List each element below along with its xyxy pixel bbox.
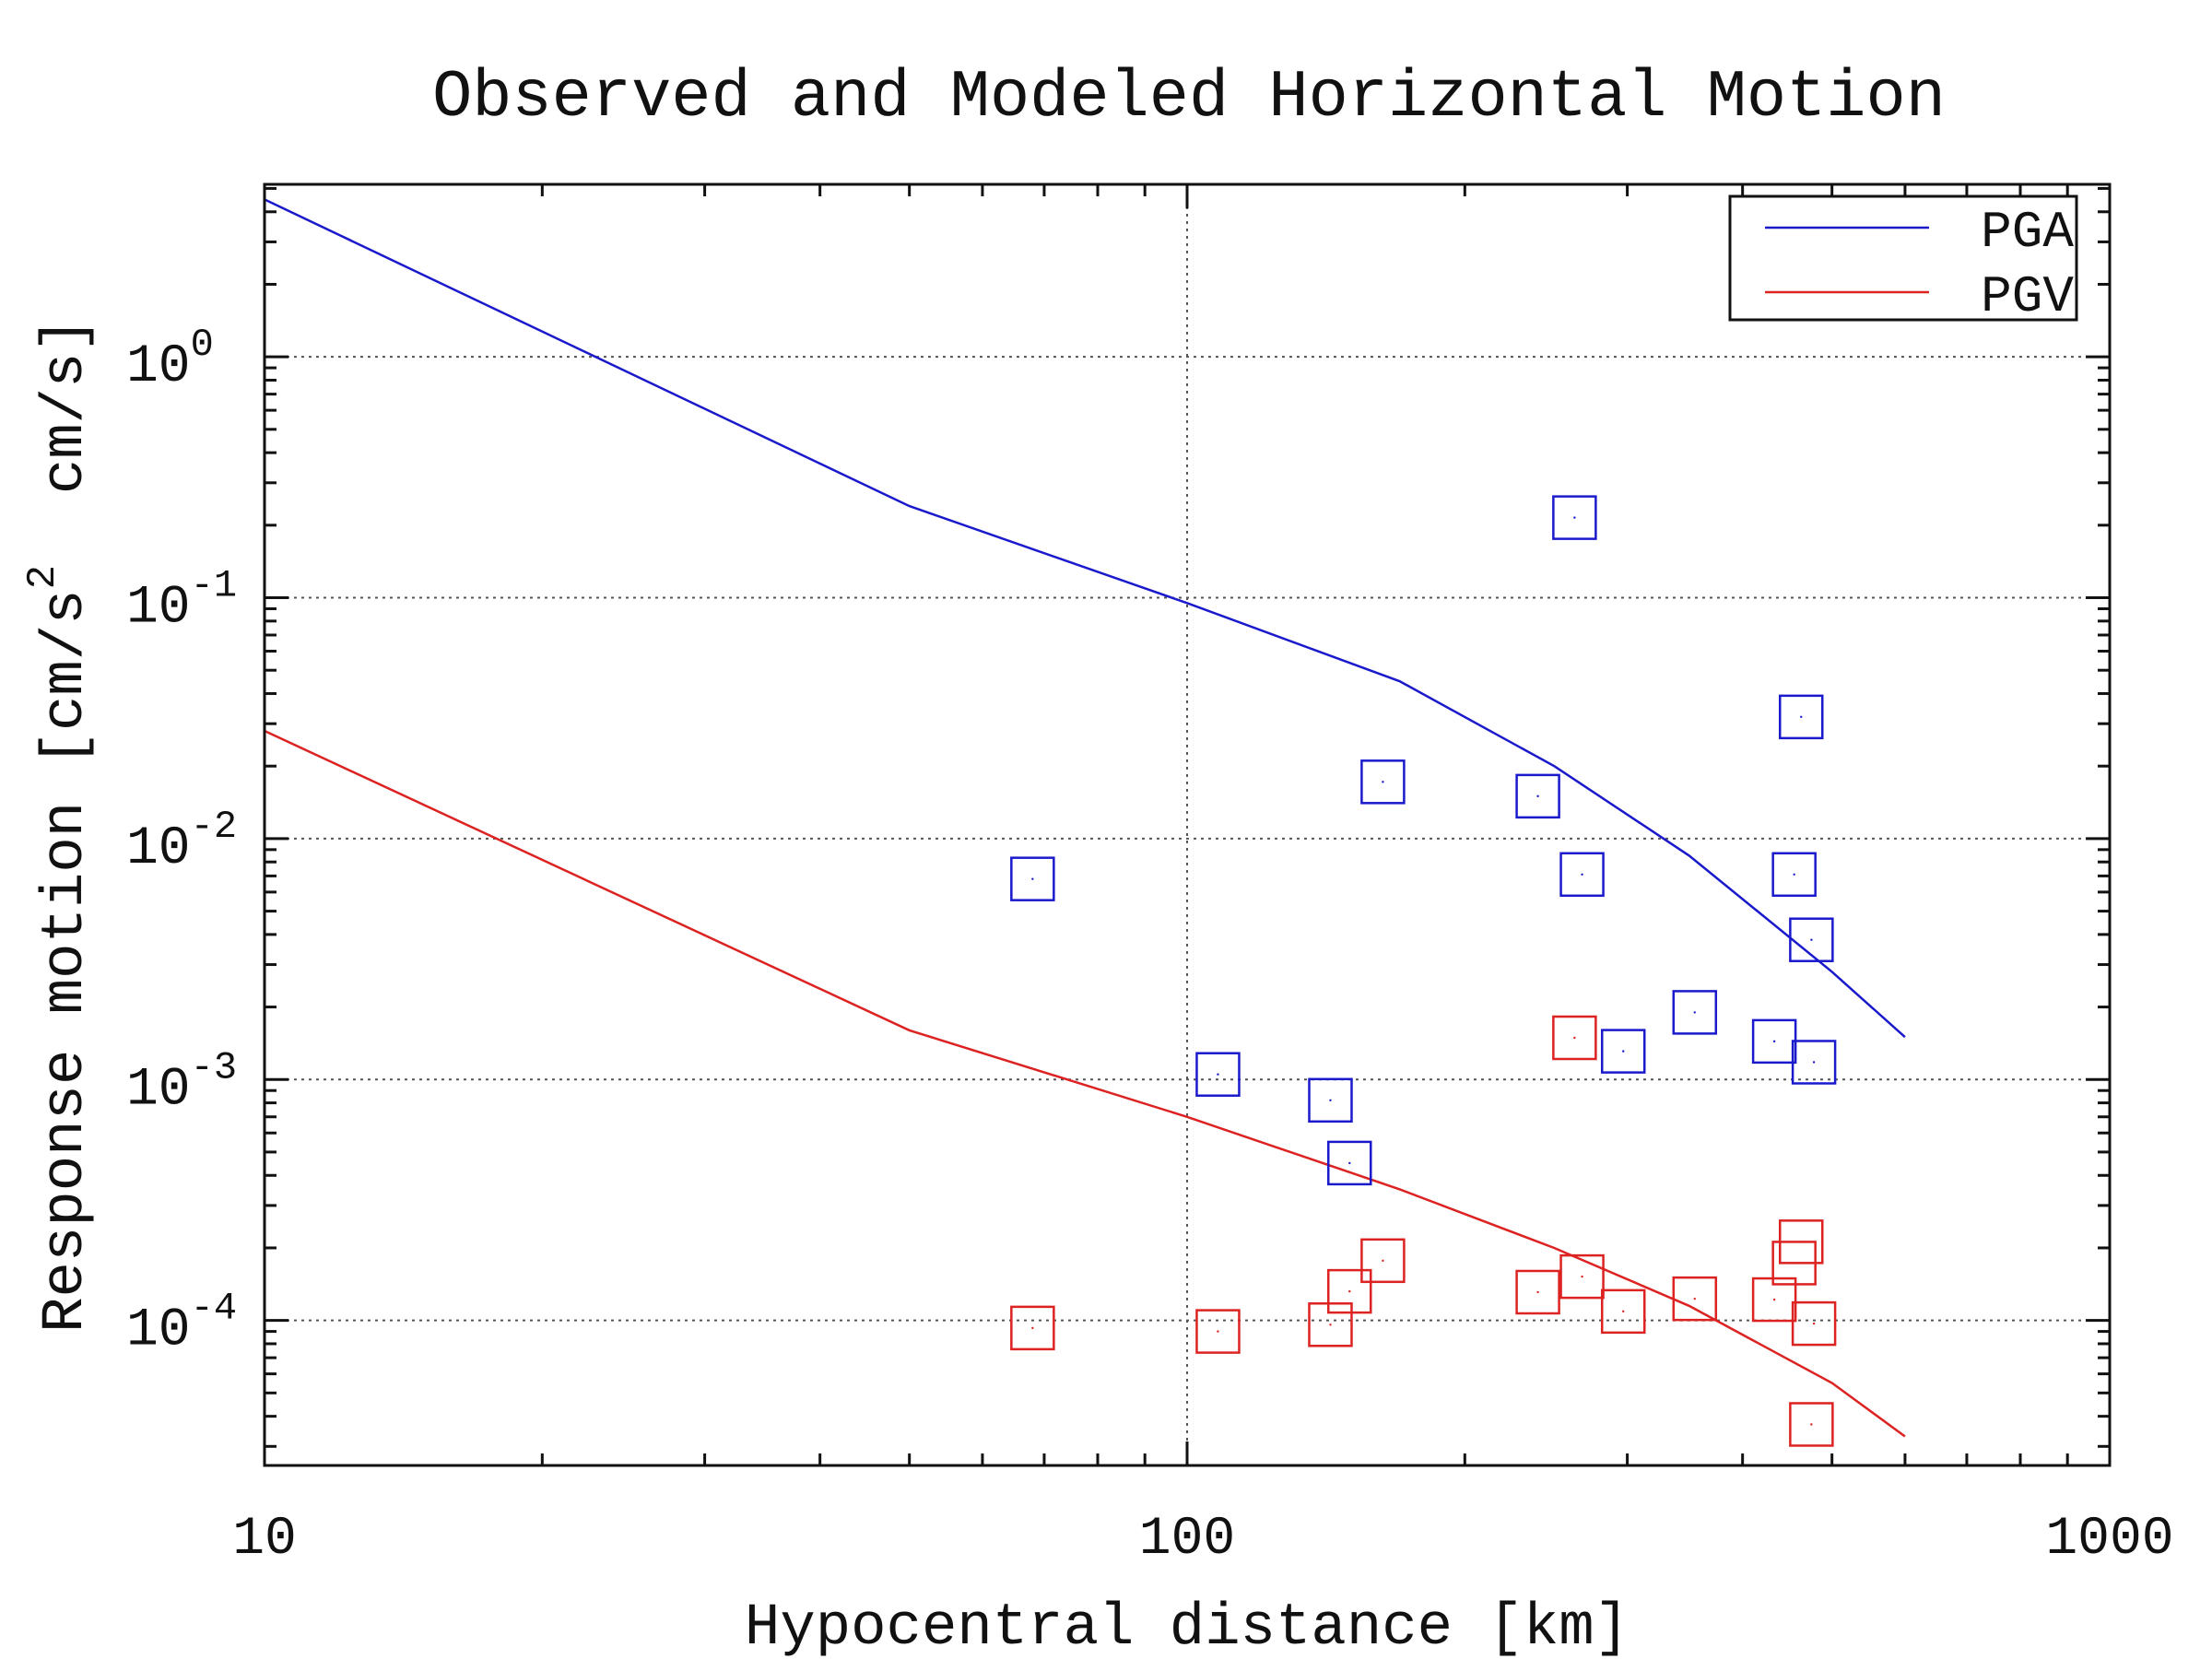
axis-ticks: [263, 184, 2110, 1465]
data-point-pga: [1360, 759, 1406, 805]
data-point-center: [1772, 1040, 1776, 1043]
y-tick-label-exponent: -4: [191, 1287, 237, 1331]
data-point-pgv: [1791, 1300, 1837, 1347]
y-tick-label: 10-4: [126, 1287, 237, 1361]
x-tick-label: 1000: [2045, 1510, 2173, 1570]
y-tick-label-base: 10: [126, 579, 191, 639]
y-axis-label-superscript: 2: [20, 565, 66, 589]
y-axis-label-rest: cm/s]: [33, 317, 100, 565]
data-point-pga: [1672, 990, 1718, 1035]
data-point-center: [1800, 1241, 1803, 1243]
data-point-pgv: [1308, 1302, 1353, 1347]
data-point-center: [1800, 715, 1803, 719]
data-point-center: [1622, 1050, 1625, 1053]
data-point-center: [1581, 1275, 1583, 1278]
data-point-center: [1217, 1330, 1219, 1333]
data-point-center: [1348, 1289, 1351, 1293]
data-point-pgv: [1559, 1253, 1605, 1300]
y-tick-label-base: 10: [126, 1301, 191, 1361]
y-tick-label: 10-1: [126, 564, 237, 639]
data-point-center: [1793, 873, 1795, 876]
y-tick-label: 10-2: [126, 805, 237, 879]
data-point-center: [1348, 1161, 1351, 1165]
data-point-pgv: [1751, 1277, 1797, 1323]
data-point-center: [1772, 1298, 1776, 1301]
data-point-center: [1812, 1061, 1816, 1064]
data-point-pgv: [1600, 1288, 1646, 1335]
x-tick-label: 100: [1139, 1510, 1235, 1570]
y-tick-label-exponent: 0: [191, 323, 214, 367]
model-line-pgv: [264, 729, 1906, 1438]
grid-lines: [265, 184, 2110, 1465]
data-point-center: [1217, 1073, 1219, 1076]
data-point-center: [1812, 1322, 1816, 1325]
data-point-pgv: [1360, 1238, 1406, 1284]
data-point-pgv: [1010, 1305, 1055, 1351]
data-point-pgv: [1672, 1276, 1718, 1322]
data-point-center: [1622, 1310, 1625, 1313]
data-point-pgv: [1327, 1268, 1372, 1314]
data-point-pga: [1308, 1077, 1353, 1124]
data-point-center: [1382, 1259, 1384, 1263]
data-point-pga: [1559, 852, 1605, 898]
data-point-pga: [1778, 694, 1824, 740]
y-tick-label: 100: [126, 323, 214, 397]
data-point-center: [1693, 1297, 1696, 1300]
y-tick-label-base: 10: [126, 1060, 191, 1120]
y-axis-label-main: Response motion [cm/s: [33, 589, 100, 1333]
y-axis-label: Response motion [cm/s2 cm/s]: [20, 317, 100, 1333]
data-point-center: [1031, 1326, 1034, 1330]
chart-title: Observed and Modeled Horizontal Motion: [432, 60, 1946, 135]
data-point-pga: [1600, 1029, 1646, 1074]
data-point-pgv: [1789, 1402, 1834, 1447]
y-tick-label-exponent: -2: [191, 805, 237, 849]
data-point-pga: [1791, 1040, 1837, 1085]
x-tick-label: 10: [232, 1510, 297, 1570]
data-point-pga: [1552, 495, 1597, 540]
data-point-pga: [1010, 856, 1055, 901]
model-line-pga: [264, 198, 1906, 1039]
data-point-center: [1573, 516, 1576, 519]
data-point-center: [1031, 877, 1034, 880]
data-point-pga: [1771, 852, 1817, 898]
data-point-center: [1573, 1036, 1576, 1040]
legend-box: [1728, 194, 2078, 322]
data-point-center: [1329, 1324, 1332, 1326]
data-point-center: [1693, 1011, 1696, 1014]
data-point-center: [1536, 794, 1539, 798]
data-point-center: [1329, 1099, 1332, 1101]
plot-frame: [263, 182, 2112, 1467]
data-point-pga: [1195, 1052, 1241, 1097]
observed-points: [1010, 495, 1837, 1447]
x-tick-labels: 10 100 1000: [232, 1510, 2173, 1570]
data-point-center: [1810, 1423, 1813, 1426]
data-point-center: [1536, 1290, 1539, 1294]
data-point-center: [1382, 781, 1384, 783]
data-point-center: [1810, 938, 1813, 941]
data-point-center: [1581, 873, 1583, 876]
y-tick-label-exponent: -1: [191, 564, 237, 608]
model-lines: [264, 198, 1906, 1438]
y-tick-label-exponent: -3: [191, 1045, 237, 1089]
data-point-pgv: [1515, 1269, 1560, 1315]
y-tick-label: 10-3: [126, 1045, 237, 1120]
y-tick-label-base: 10: [126, 337, 191, 397]
legend-label-pgv: PGV: [1981, 267, 2074, 326]
data-point-pgv: [1195, 1309, 1241, 1354]
data-point-pga: [1327, 1140, 1372, 1186]
data-point-pgv: [1778, 1219, 1824, 1265]
data-point-pga: [1789, 917, 1834, 962]
y-tick-label-base: 10: [126, 819, 191, 879]
data-point-pga: [1515, 773, 1560, 819]
data-point-pgv: [1552, 1015, 1597, 1061]
x-axis-label: Hypocentral distance [km]: [745, 1595, 1630, 1659]
legend-label-pga: PGA: [1981, 203, 2074, 262]
